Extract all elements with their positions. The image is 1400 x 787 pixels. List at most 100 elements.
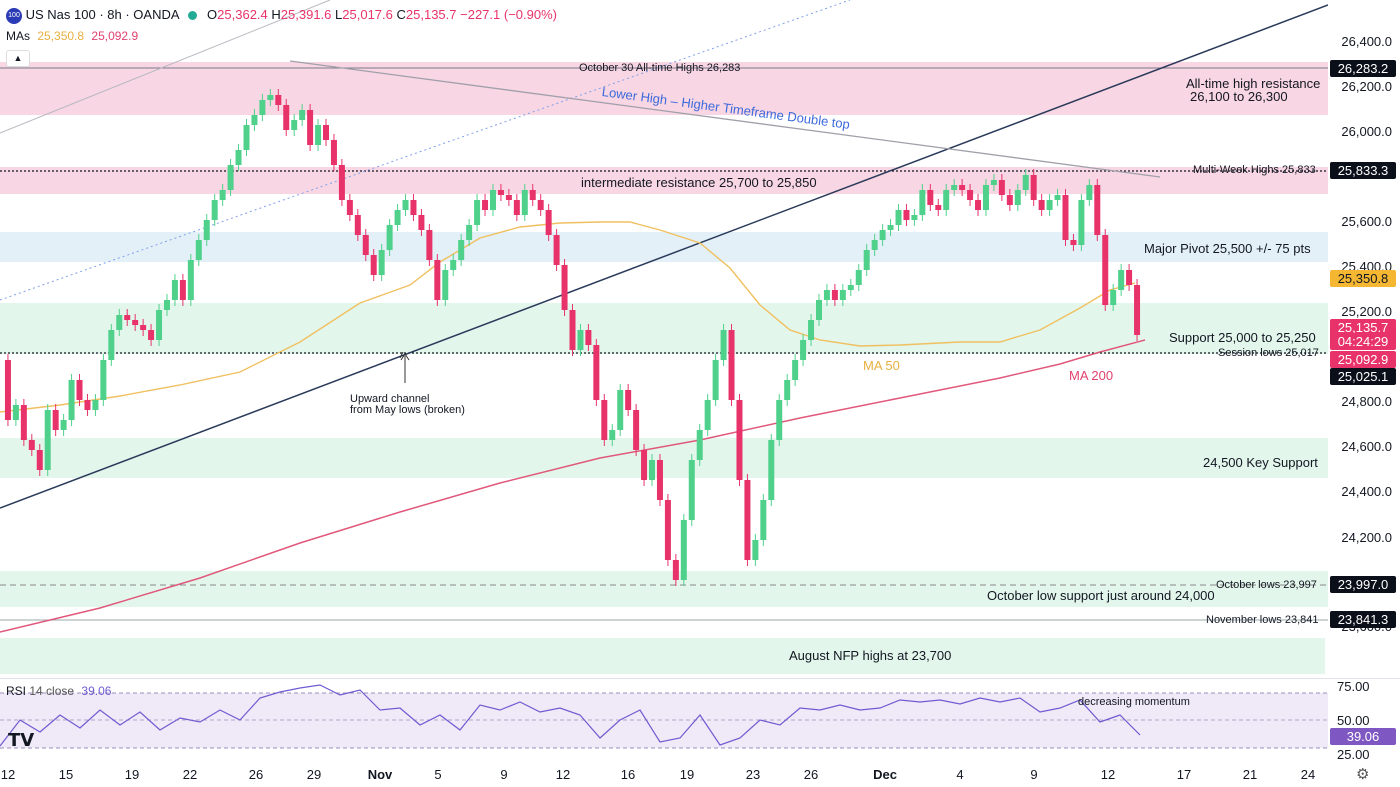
candle-body [1118,270,1125,290]
candle-body [1030,175,1037,200]
candle-body [768,440,775,500]
candle-body [879,230,886,240]
time-tick: 26 [803,767,819,782]
candle-body [20,405,27,440]
price-tag-ma200: 25,092.9 [1330,351,1396,368]
time-tick: 12 [1100,767,1116,782]
close-value: 25,135.7 [405,7,457,22]
candle-body [760,500,767,540]
candle-body [378,250,385,275]
time-tick: 16 [620,767,636,782]
ma50-label: MA 50 [863,358,900,373]
time-tick: 21 [1242,767,1258,782]
candle-body [156,310,163,340]
rsi-tick-75: 75.00 [1337,679,1370,694]
candle-body [752,540,759,560]
candle-body [124,315,131,320]
time-tick: 12 [555,767,571,782]
candle-body [680,520,687,580]
candle-body [728,330,735,400]
candle-body [76,380,83,400]
candle-body [187,260,194,300]
ma200-value: 25,092.9 [91,29,139,43]
ma200-label: MA 200 [1069,368,1114,383]
candle-body [792,360,799,380]
time-tick: 12 [0,767,16,782]
candle-body [466,225,473,240]
candle-body [36,450,43,470]
time-tick: Dec [873,767,897,782]
price-tick: 26,400.0 [1341,34,1392,49]
candle-body [195,240,202,260]
rsi-tick-50: 50.00 [1337,713,1370,728]
price-tag-ath: 26,283.2 [1330,60,1396,77]
candle-body [911,215,918,220]
symbol-title[interactable]: US Nas 100 · 8h · OANDA [25,7,179,22]
candle-body [315,125,322,145]
candle-body [108,330,115,360]
nfp-label: August NFP highs at 23,700 [789,648,952,663]
price-tick: 24,600.0 [1341,439,1392,454]
candle-body [529,190,536,200]
chart-header: 100 US Nas 100 · 8h · OANDA O25,362.4 H2… [6,7,557,24]
candle-body [1086,185,1093,200]
candle-body [577,330,584,350]
high-value: 25,391.6 [280,7,332,22]
price-chart[interactable] [0,0,1328,680]
candle-body [211,200,218,220]
candle-body [482,200,489,210]
candle-body [585,330,592,345]
candle-body [426,230,433,260]
rsi-chart[interactable] [0,680,1328,760]
candle-body [664,500,671,560]
candle-body [537,200,544,210]
price-axis[interactable]: 26,400.0 26,200.0 26,000.0 25,600.0 25,400.0… [1328,0,1400,787]
oct-support-label: October low support just around 24,000 [987,588,1215,603]
candle-body [990,180,997,185]
candle-body [323,125,330,140]
candle-body [370,255,377,275]
candle-body [513,200,520,215]
ma-legend[interactable]: MAs 25,350.8 25,092.9 [6,29,139,43]
channel-label-1: Upward channel [350,393,430,405]
candle-body [1110,290,1117,305]
candle-body [354,215,361,235]
candle-body [1046,200,1053,210]
price-tick: 24,200.0 [1341,530,1392,545]
candle-body [243,125,250,150]
candle-body [935,205,942,210]
candle-body [672,560,679,580]
candle-body [744,480,751,560]
candle-body [617,390,624,430]
candle-body [688,460,695,520]
candle-body [863,250,870,270]
rsi-legend[interactable]: RSI 14 close 39.06 [6,684,112,698]
collapse-legend-button[interactable]: ▲ [6,50,30,67]
support-label: Support 25,000 to 25,250 [1169,330,1316,345]
symbol-badge[interactable]: 100 [6,7,22,24]
rsi-tick-25: 25.00 [1337,747,1370,762]
time-tick: 22 [182,767,198,782]
candle-body [641,450,648,480]
candle-body [163,300,170,310]
candle-body [1070,240,1077,245]
candle-body [1054,195,1061,200]
candle-body [959,185,966,190]
tradingview-logo[interactable]: TV [8,730,35,751]
candle-body [569,310,576,350]
candle-body [28,440,35,450]
candle-body [92,400,99,410]
candle-body [704,400,711,430]
time-tick: 5 [434,767,442,782]
candle-body [609,430,616,440]
candle-body [68,380,75,420]
price-tag-close: 25,135.7 [1330,319,1396,336]
support-zone [0,303,1328,354]
settings-gear-icon[interactable]: ⚙ [1356,766,1370,783]
time-tick: 24 [1300,767,1316,782]
candle-body [975,200,982,210]
candle-body [895,210,902,225]
time-tick: 9 [1030,767,1038,782]
candle-body [831,290,838,300]
candle-body [171,280,178,300]
